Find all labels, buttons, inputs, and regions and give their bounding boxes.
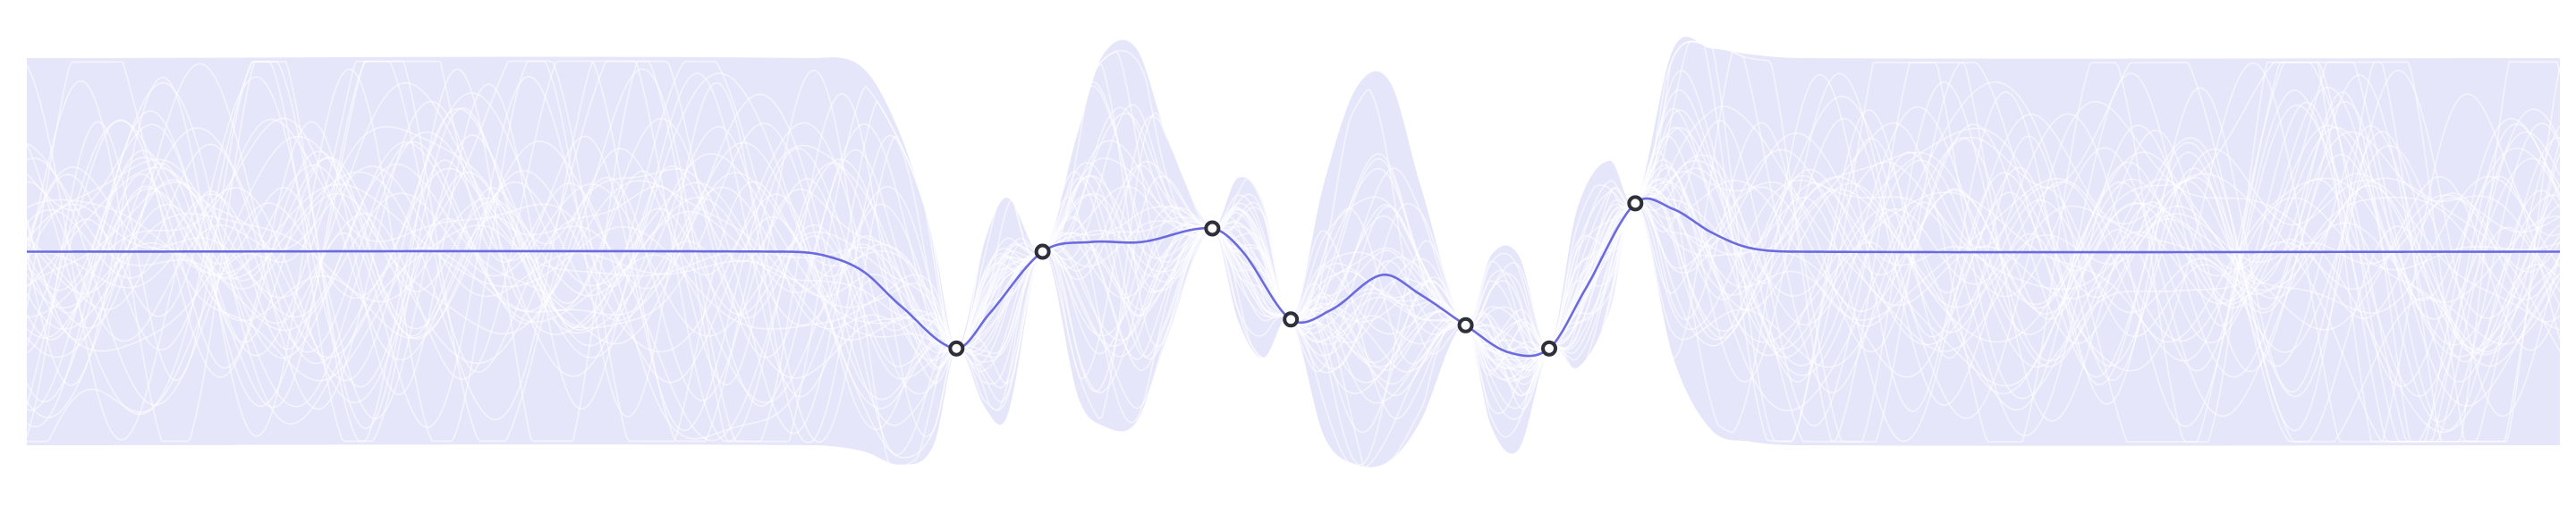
observation-point xyxy=(1204,220,1221,237)
observation-point xyxy=(1034,243,1051,260)
observation-point xyxy=(1627,195,1644,212)
observation-points-layer xyxy=(948,195,1644,357)
observation-point xyxy=(1283,311,1300,328)
observation-point xyxy=(1541,340,1558,357)
observation-point xyxy=(1457,317,1474,333)
observation-point xyxy=(948,340,965,357)
